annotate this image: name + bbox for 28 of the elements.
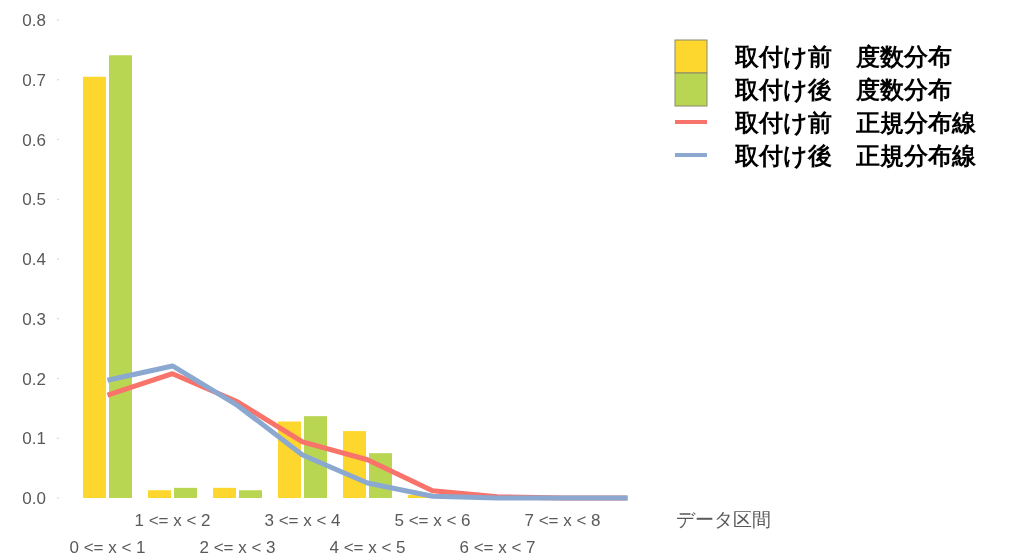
- y-tick-label: 0.7: [22, 70, 46, 90]
- legend-label: 取付け前 正規分布線: [734, 109, 977, 136]
- x-tick-label: 3 <= x < 4: [264, 511, 341, 530]
- legend-label: 取付け前 度数分布: [734, 43, 952, 70]
- x-tick-label: 4 <= x < 5: [329, 538, 406, 555]
- y-tick-label: 0.4: [22, 250, 46, 269]
- y-tick-label: 0.5: [22, 190, 46, 210]
- bar: [213, 487, 236, 498]
- x-tick-label: 1 <= x < 2: [134, 511, 211, 530]
- y-tick-label: 0.8: [22, 11, 46, 30]
- bar: [109, 55, 132, 498]
- y-tick-label: 0.6: [22, 130, 46, 150]
- bar: [83, 76, 106, 498]
- x-tick-label: 5 <= x < 6: [394, 511, 471, 530]
- y-tick-label: 0.3: [22, 309, 46, 329]
- y-tick-label: 0.0: [22, 489, 46, 508]
- legend-label: 取付け後 度数分布: [734, 76, 952, 103]
- legend-label: 取付け後 正規分布線: [734, 142, 977, 169]
- x-tick-label: 0 <= x < 1: [69, 538, 146, 555]
- bar: [174, 487, 197, 498]
- x-tick-label: 2 <= x < 3: [199, 538, 276, 555]
- bar: [239, 490, 262, 498]
- x-tick-label: 6 <= x < 7: [459, 538, 536, 555]
- x-axis-title: データ区間: [676, 509, 771, 530]
- bar: [148, 490, 171, 498]
- x-tick-label: 7 <= x < 8: [524, 511, 601, 530]
- y-tick-label: 0.1: [22, 429, 46, 449]
- y-tick-label: 0.2: [22, 369, 46, 389]
